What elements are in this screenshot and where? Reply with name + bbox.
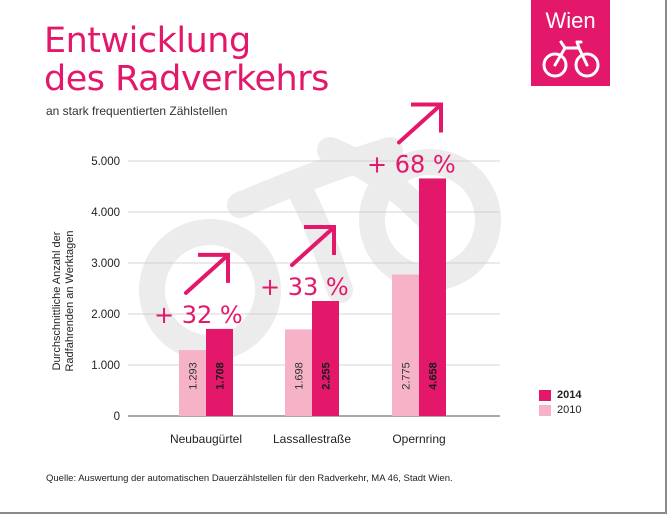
arrow-shaft bbox=[397, 104, 441, 145]
legend-label-2010: 2010 bbox=[557, 404, 582, 416]
bar-value-label: 2.255 bbox=[321, 362, 333, 390]
x-tick-label: Opernring bbox=[392, 432, 445, 446]
growth-arrows: + 32 % + 33 % + 68 % bbox=[154, 102, 456, 329]
growth-percent-label: + 68 % bbox=[367, 150, 456, 178]
y-axis-label-line-1: Durchschnittliche Anzahl der bbox=[51, 231, 63, 371]
bar-2014 bbox=[419, 178, 446, 416]
arrow-head bbox=[304, 224, 336, 255]
y-tick-label: 5.000 bbox=[91, 156, 120, 168]
bar-value-label: 1.293 bbox=[188, 362, 200, 390]
arrow-head bbox=[411, 102, 443, 133]
bicycle-icon bbox=[542, 40, 600, 78]
y-tick-label: 3.000 bbox=[91, 258, 120, 270]
x-axis-labels: Neubaugürtel Lassallestraße Opernring bbox=[170, 432, 446, 446]
bar-2010 bbox=[285, 329, 312, 416]
logo-text: Wien bbox=[545, 8, 596, 33]
bar-value-label: 1.698 bbox=[294, 362, 306, 390]
bar-value-label: 1.708 bbox=[215, 362, 227, 390]
title-line-2: des Radverkehrs bbox=[44, 59, 329, 99]
y-tick-label: 1.000 bbox=[91, 360, 120, 372]
title-line-1: Entwicklung bbox=[44, 21, 251, 61]
growth-annotation: + 33 % bbox=[260, 224, 349, 301]
legend-swatch-2014 bbox=[539, 390, 551, 401]
growth-percent-label: + 32 % bbox=[154, 301, 243, 329]
bar-2014 bbox=[206, 328, 233, 416]
x-tick-label: Neubaugürtel bbox=[170, 432, 242, 446]
growth-annotation: + 68 % bbox=[367, 102, 456, 178]
legend-label-2014: 2014 bbox=[557, 389, 582, 401]
bar-2014 bbox=[312, 300, 339, 416]
y-axis-label-line-2: Radfahrenden an Werktagen bbox=[64, 230, 76, 372]
arrow-head bbox=[198, 252, 230, 283]
arrow-shaft bbox=[184, 254, 228, 295]
growth-annotation: + 32 % bbox=[154, 252, 243, 329]
chart-subtitle: an stark frequentierten Zählstellen bbox=[46, 104, 228, 118]
y-tick-label: 4.000 bbox=[91, 207, 120, 219]
bar-value-label: 2.775 bbox=[401, 362, 413, 390]
bar-2010 bbox=[179, 350, 206, 416]
bars bbox=[179, 178, 446, 416]
y-axis-ticks: 0 1.000 2.000 3.000 4.000 5.000 bbox=[91, 156, 120, 423]
source-note: Quelle: Auswertung der automatischen Dau… bbox=[46, 473, 453, 484]
arrow-shaft bbox=[290, 226, 334, 267]
bar-value-label: 4.658 bbox=[428, 362, 440, 390]
chart-title: Entwicklung des Radverkehrs bbox=[44, 22, 329, 98]
growth-percent-label: + 33 % bbox=[260, 273, 349, 301]
bar-2010 bbox=[392, 274, 419, 416]
y-tick-label: 2.000 bbox=[91, 309, 120, 321]
wien-logo: Wien bbox=[531, 0, 610, 86]
x-tick-label: Lassallestraße bbox=[273, 432, 351, 446]
legend-swatch-2010 bbox=[539, 405, 551, 416]
bar-value-labels: 1.293 1.708 1.698 2.255 2.775 4.658 bbox=[188, 362, 440, 390]
y-tick-label: 0 bbox=[114, 411, 120, 423]
